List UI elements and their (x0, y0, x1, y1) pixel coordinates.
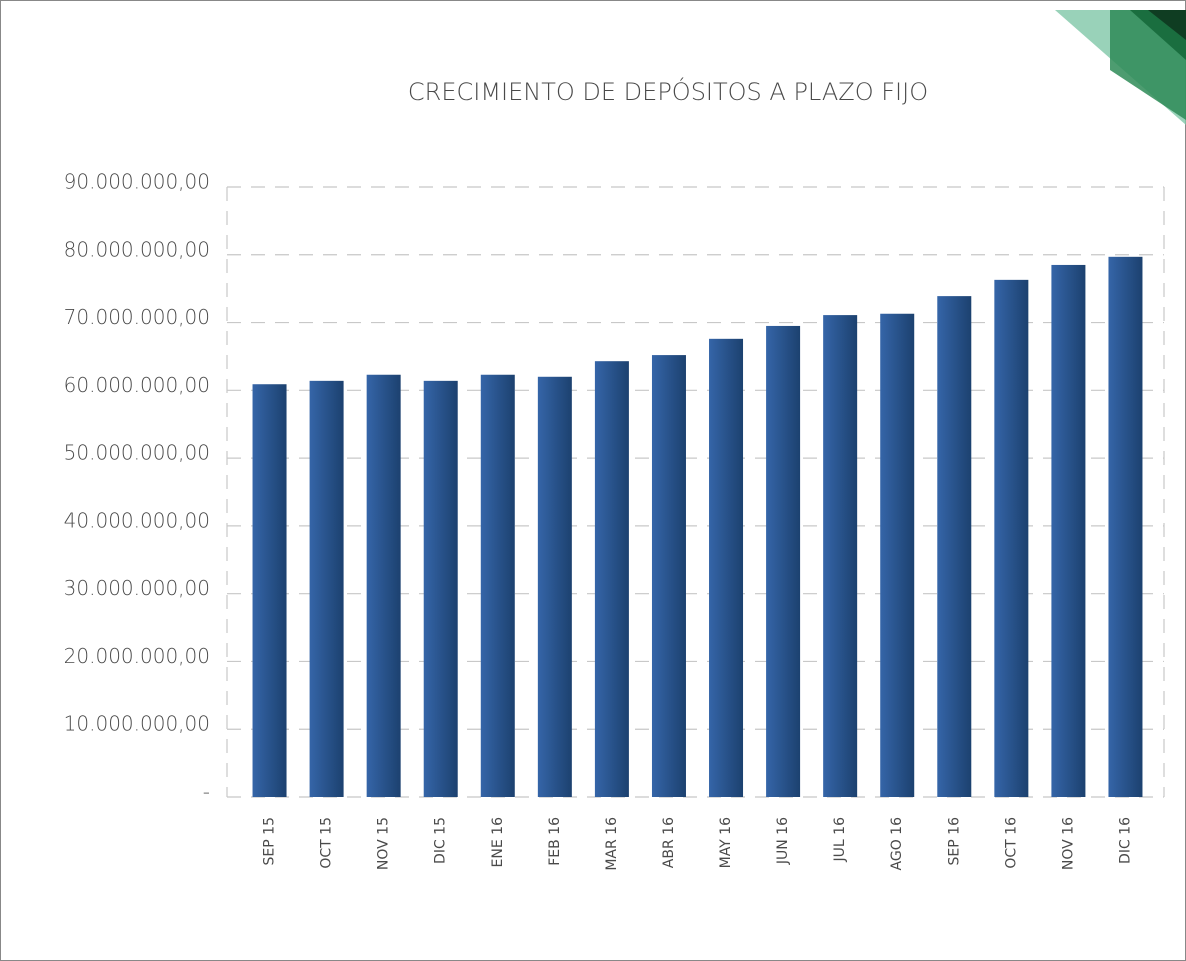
y-tick-label: 20.000.000,00 (64, 644, 210, 668)
y-tick-label: 40.000.000,00 (64, 508, 210, 532)
bar (937, 296, 971, 797)
y-tick-label: 30.000.000,00 (64, 576, 210, 600)
bar (481, 375, 515, 797)
bar (823, 315, 857, 797)
bar (880, 314, 914, 797)
x-tick-label: FEB 16 (547, 817, 563, 866)
x-tick-label: SEP 16 (946, 817, 962, 866)
bar (994, 280, 1028, 797)
x-tick-label: DIC 15 (433, 817, 449, 864)
x-tick-label: ENE 16 (490, 817, 506, 868)
bar (367, 375, 401, 797)
y-tick-label: 80.000.000,00 (64, 237, 210, 261)
y-tick-label: - (203, 780, 210, 804)
x-tick-label: MAY 16 (718, 817, 734, 868)
bar (424, 381, 458, 797)
y-tick-label: 70.000.000,00 (64, 305, 210, 329)
page: CRECIMIENTO DE DEPÓSITOS A PLAZO FIJO - 1… (0, 0, 1186, 961)
y-tick-label: 50.000.000,00 (64, 441, 210, 465)
x-tick-label: OCT 15 (319, 817, 335, 869)
y-tick-label: 90.000.000,00 (64, 170, 210, 194)
bar (538, 377, 572, 797)
x-tick-label: DIC 16 (1117, 817, 1133, 864)
x-tick-label: MAR 16 (604, 817, 620, 871)
bar (709, 339, 743, 797)
x-tick-label: ABR 16 (661, 817, 677, 868)
y-tick-label: 10.000.000,00 (64, 712, 210, 736)
bar (1051, 265, 1085, 797)
x-tick-label: AGO 16 (889, 817, 905, 871)
bar (766, 326, 800, 797)
x-tick-label: JUN 16 (775, 817, 791, 865)
y-tick-label: 60.000.000,00 (64, 373, 210, 397)
x-tick-label: OCT 16 (1003, 817, 1019, 869)
x-tick-label: NOV 16 (1060, 817, 1076, 870)
bar (310, 381, 344, 797)
x-tick-label: NOV 15 (376, 817, 392, 870)
bar (595, 361, 629, 797)
chart: CRECIMIENTO DE DEPÓSITOS A PLAZO FIJO - 1… (0, 0, 1186, 961)
x-tick-label: JUL 16 (832, 817, 848, 863)
bar (1108, 257, 1142, 797)
chart-title: CRECIMIENTO DE DEPÓSITOS A PLAZO FIJO (408, 76, 928, 106)
bar (652, 355, 686, 797)
bar (253, 384, 287, 797)
x-tick-label: SEP 15 (262, 817, 278, 865)
